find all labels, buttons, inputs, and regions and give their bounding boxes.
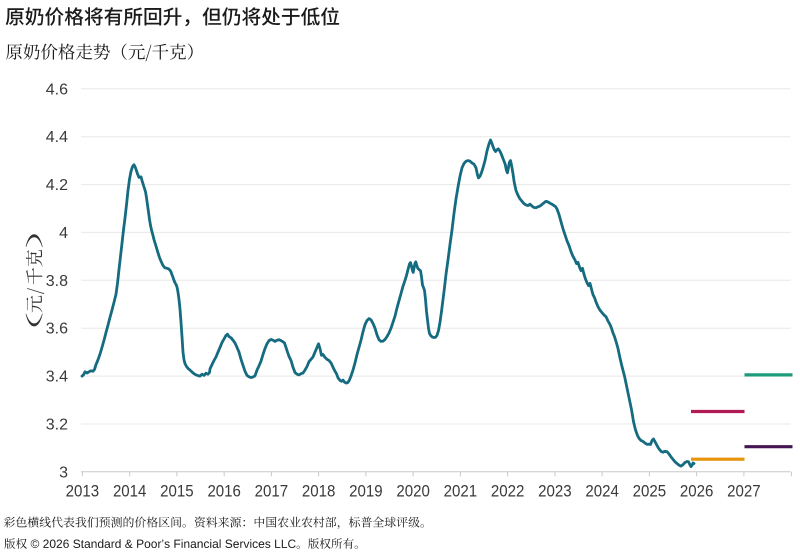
svg-text:3: 3 [59, 464, 68, 481]
svg-text:3.4: 3.4 [46, 369, 68, 386]
svg-text:4.2: 4.2 [46, 177, 68, 194]
svg-text:2017: 2017 [255, 482, 289, 501]
svg-text:2014: 2014 [113, 482, 147, 501]
svg-text:3.2: 3.2 [46, 417, 68, 434]
svg-text:2015: 2015 [160, 482, 194, 501]
svg-text:2020: 2020 [396, 482, 430, 501]
svg-text:4.4: 4.4 [46, 129, 68, 146]
svg-text:2022: 2022 [491, 482, 525, 501]
svg-text:2024: 2024 [585, 482, 619, 501]
svg-text:2018: 2018 [302, 482, 336, 501]
svg-text:3.8: 3.8 [46, 273, 68, 290]
svg-text:4: 4 [59, 225, 68, 242]
svg-text:2021: 2021 [444, 482, 478, 501]
svg-text:4.6: 4.6 [46, 81, 68, 98]
svg-text:2026: 2026 [680, 482, 714, 501]
svg-text:2023: 2023 [538, 482, 572, 501]
svg-text:2025: 2025 [633, 482, 667, 501]
svg-text:2013: 2013 [66, 482, 100, 501]
svg-text:2016: 2016 [207, 482, 241, 501]
svg-text:2019: 2019 [349, 482, 383, 501]
svg-text:2027: 2027 [727, 482, 761, 501]
svg-text:3.6: 3.6 [46, 321, 68, 338]
